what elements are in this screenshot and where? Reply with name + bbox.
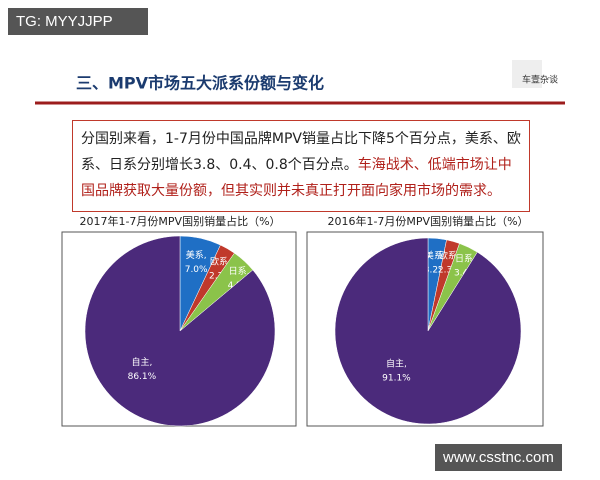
- pie-slice: [84, 235, 276, 427]
- slice-label: 日系,: [455, 254, 476, 265]
- slice-label: 欧系,: [210, 256, 231, 268]
- slide-title: 三、MPV市场五大派系份额与变化: [76, 74, 324, 93]
- logo-mark: [512, 60, 542, 88]
- chart-title: 2017年1-7月份MPV国别销量占比（%）: [79, 214, 280, 228]
- watermark: TG: MYYJJPP: [8, 8, 148, 35]
- slice-label: 自主,: [386, 358, 407, 370]
- summary-text: 分国别来看，1-7月份中国品牌MPV销量占比下降5个百分点，美系、欧系、日系分别…: [81, 131, 521, 173]
- slice-label: 自主,: [131, 356, 152, 368]
- slice-label: 美系,: [425, 249, 446, 261]
- value-label: 3.2%: [424, 265, 447, 275]
- summary-box: 分国别来看，1-7月份中国品牌MPV销量占比下降5个百分点，美系、欧系、日系分别…: [72, 120, 530, 212]
- value-label: 2.3%: [438, 265, 461, 275]
- slice-label: 日系,: [229, 266, 250, 277]
- summary-highlight: 车海战术、低端市场让中国品牌获取大量份额，但其实则并未真正打开面向家用市场的需求…: [81, 157, 512, 199]
- chart-frame: [306, 231, 544, 427]
- watermark: www.csstnc.com: [435, 444, 562, 471]
- slice-label: 美系,: [186, 249, 207, 261]
- chart-title: 2016年1-7月份MPV国别销量占比（%）: [327, 214, 528, 228]
- pie-slice: [334, 237, 522, 425]
- charts: 2017年1-7月份MPV国别销量占比（%）美系,7.0%欧系,2.7%日系,4…: [79, 214, 529, 427]
- value-label: 86.1%: [128, 372, 157, 382]
- value-label: 91.1%: [382, 374, 411, 384]
- value-label: 7.0%: [185, 265, 208, 275]
- logo-text: 车壹杂谈: [522, 74, 558, 86]
